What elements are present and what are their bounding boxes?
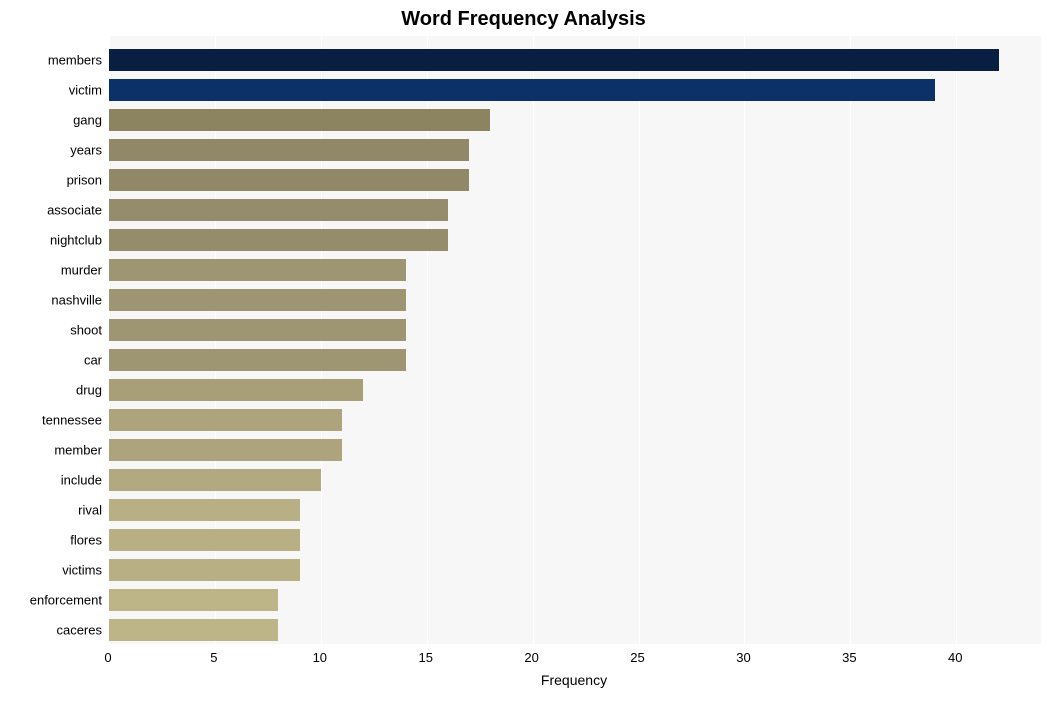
bar [109,79,935,101]
plot-area [108,36,1041,644]
bar [109,109,490,131]
y-axis-label: shoot [70,324,102,337]
bar [109,259,406,281]
bar [109,49,999,71]
bar [109,139,469,161]
x-axis-tick-label: 30 [736,650,750,665]
bar [109,499,300,521]
chart-container: Word Frequency Analysis members victim gan… [0,0,1047,701]
y-axis-label: nashville [51,294,102,307]
bar [109,439,342,461]
y-axis-label: prison [67,174,102,187]
y-axis-label: years [70,144,102,157]
bar [109,469,321,491]
y-axis-label: members [48,54,102,67]
x-axis-tick-label: 15 [418,650,432,665]
bar [109,589,278,611]
x-axis-tick-label: 35 [842,650,856,665]
bar [109,379,363,401]
bar [109,319,406,341]
y-axis-label: caceres [56,624,102,637]
y-axis-label: flores [70,534,102,547]
y-axis-label: member [54,444,102,457]
x-axis-tick-label: 0 [104,650,111,665]
y-axis-label: victim [69,84,102,97]
x-axis-tick-label: 5 [210,650,217,665]
y-axis-label: victims [62,564,102,577]
bar [109,559,300,581]
x-axis-tick-label: 40 [948,650,962,665]
bar [109,229,448,251]
bar [109,169,469,191]
gridline [956,36,957,644]
gridline [639,36,640,644]
bar [109,409,342,431]
y-axis-label: include [61,474,102,487]
bar [109,619,278,641]
y-axis-label: enforcement [30,594,102,607]
y-axis-label: associate [47,204,102,217]
x-axis-tick-label: 25 [630,650,644,665]
y-axis-label: nightclub [50,234,102,247]
gridline [533,36,534,644]
bar [109,289,406,311]
y-axis-label: gang [73,114,102,127]
x-axis-tick-label: 10 [313,650,327,665]
bar [109,199,448,221]
chart-title: Word Frequency Analysis [0,0,1047,37]
gridline [744,36,745,644]
y-axis-label: tennessee [42,414,102,427]
x-axis-title: Frequency [541,672,607,688]
gridline [850,36,851,644]
y-axis-label: rival [78,504,102,517]
y-axis-label: car [84,354,102,367]
bar [109,529,300,551]
bar [109,349,406,371]
y-axis-label: murder [61,264,102,277]
x-axis-tick-label: 20 [524,650,538,665]
y-axis-label: drug [76,384,102,397]
